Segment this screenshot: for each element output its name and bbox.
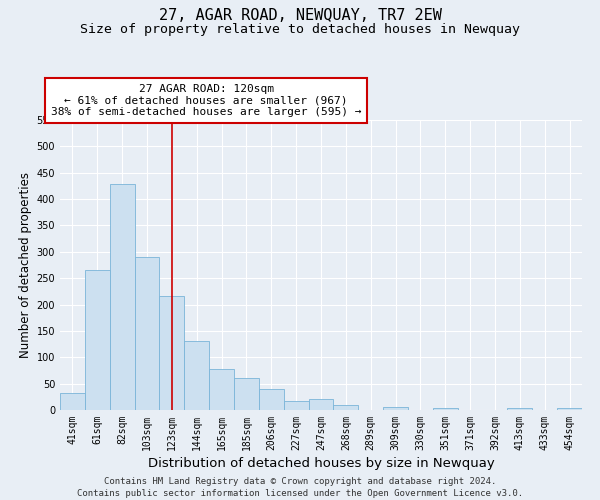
Bar: [160, 296, 184, 410]
Text: 27, AGAR ROAD, NEWQUAY, TR7 2EW: 27, AGAR ROAD, NEWQUAY, TR7 2EW: [158, 8, 442, 22]
Text: Contains public sector information licensed under the Open Government Licence v3: Contains public sector information licen…: [77, 489, 523, 498]
Bar: [110, 184, 134, 410]
Bar: [209, 370, 234, 410]
Text: Size of property relative to detached houses in Newquay: Size of property relative to detached ho…: [80, 22, 520, 36]
Bar: [508, 408, 532, 410]
Bar: [308, 400, 334, 410]
X-axis label: Distribution of detached houses by size in Newquay: Distribution of detached houses by size …: [148, 457, 494, 470]
Bar: [259, 389, 284, 410]
Bar: [134, 256, 160, 410]
Bar: [433, 408, 458, 410]
Bar: [383, 408, 408, 410]
Text: Contains HM Land Registry data © Crown copyright and database right 2024.: Contains HM Land Registry data © Crown c…: [104, 478, 496, 486]
Bar: [184, 342, 209, 410]
Text: 27 AGAR ROAD: 120sqm
← 61% of detached houses are smaller (967)
38% of semi-deta: 27 AGAR ROAD: 120sqm ← 61% of detached h…: [51, 84, 361, 117]
Bar: [284, 401, 308, 410]
Bar: [234, 378, 259, 410]
Bar: [85, 270, 110, 410]
Y-axis label: Number of detached properties: Number of detached properties: [19, 172, 32, 358]
Bar: [60, 392, 85, 410]
Bar: [334, 404, 358, 410]
Bar: [557, 408, 582, 410]
